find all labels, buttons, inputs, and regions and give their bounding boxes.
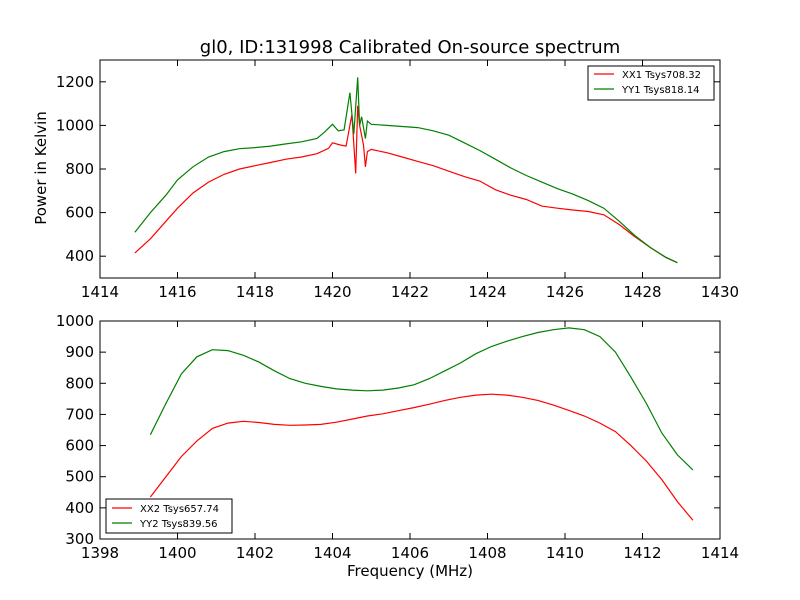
top-xtick-label: 1422 xyxy=(391,283,429,301)
bottom-xtick-label: 1412 xyxy=(623,544,661,562)
bottom-xtick-label: 1406 xyxy=(391,544,429,562)
top-ytick-label: 1000 xyxy=(56,116,94,134)
bottom-ytick-label: 1000 xyxy=(56,312,94,330)
top-series-0-line xyxy=(134,105,678,264)
top-ytick-label: 400 xyxy=(65,247,94,265)
top-ytick-label: 600 xyxy=(65,204,94,222)
bottom-xtick-label: 1414 xyxy=(701,544,739,562)
bottom-ytick-label: 600 xyxy=(65,437,94,455)
bottom-ytick-label: 500 xyxy=(65,468,94,486)
top-chart-ylabel: Power in Kelvin xyxy=(32,111,50,225)
bottom-ytick-label: 800 xyxy=(65,374,94,392)
top-xtick-label: 1420 xyxy=(313,283,351,301)
top-xtick-label: 1416 xyxy=(158,283,196,301)
top-chart: gl0, ID:131998 Calibrated On-source spec… xyxy=(32,37,739,301)
bottom-chart-ticks: 1398 1400 1402 1404 1406 1408 1410 1412 1414 300 4… xyxy=(56,312,739,562)
bottom-series-1-line xyxy=(149,327,694,471)
bottom-ytick-label: 900 xyxy=(65,343,94,361)
bottom-legend-label-0: XX2 Tsys657.74 xyxy=(140,504,219,515)
bottom-legend-box xyxy=(105,498,233,534)
top-xtick-label: 1430 xyxy=(701,283,739,301)
top-ytick-label: 800 xyxy=(65,160,94,178)
top-legend-box xyxy=(587,65,715,101)
top-xtick-label: 1418 xyxy=(236,283,274,301)
top-xtick-label: 1428 xyxy=(623,283,661,301)
bottom-xtick-label: 1410 xyxy=(546,544,584,562)
top-series-1-line xyxy=(134,77,678,264)
top-xtick-label: 1424 xyxy=(468,283,506,301)
top-chart-legend: XX1 Tsys708.32 YY1 Tsys818.14 xyxy=(587,65,715,101)
bottom-xtick-label: 1404 xyxy=(313,544,351,562)
bottom-xtick-label: 1402 xyxy=(236,544,274,562)
top-legend-label-1: YY1 Tsys818.14 xyxy=(621,85,700,96)
top-xtick-label: 1426 xyxy=(546,283,584,301)
bottom-chart-legend: XX2 Tsys657.74 YY2 Tsys839.56 xyxy=(105,498,233,534)
top-ytick-label: 1200 xyxy=(56,73,94,91)
bottom-xtick-label: 1400 xyxy=(158,544,196,562)
top-chart-title: gl0, ID:131998 Calibrated On-source spec… xyxy=(200,37,620,58)
bottom-ytick-label: 300 xyxy=(65,530,94,548)
top-chart-series xyxy=(134,77,678,264)
bottom-ytick-label: 700 xyxy=(65,405,94,423)
bottom-xtick-label: 1408 xyxy=(468,544,506,562)
top-legend-label-0: XX1 Tsys708.32 xyxy=(622,70,701,81)
top-chart-ticks: 1414 1416 1418 1420 1422 1424 1426 1428 1430 400 6… xyxy=(56,60,739,301)
bottom-chart-series xyxy=(149,327,694,521)
bottom-chart-xlabel: Frequency (MHz) xyxy=(347,562,473,580)
bottom-legend-label-1: YY2 Tsys839.56 xyxy=(139,519,218,530)
bottom-series-0-line xyxy=(149,393,694,521)
bottom-ytick-label: 400 xyxy=(65,499,94,517)
bottom-chart: Frequency (MHz) 1398 1400 1402 1404 1406 1408… xyxy=(56,312,739,580)
bottom-xtick-label: 1398 xyxy=(81,544,119,562)
top-xtick-label: 1414 xyxy=(81,283,119,301)
